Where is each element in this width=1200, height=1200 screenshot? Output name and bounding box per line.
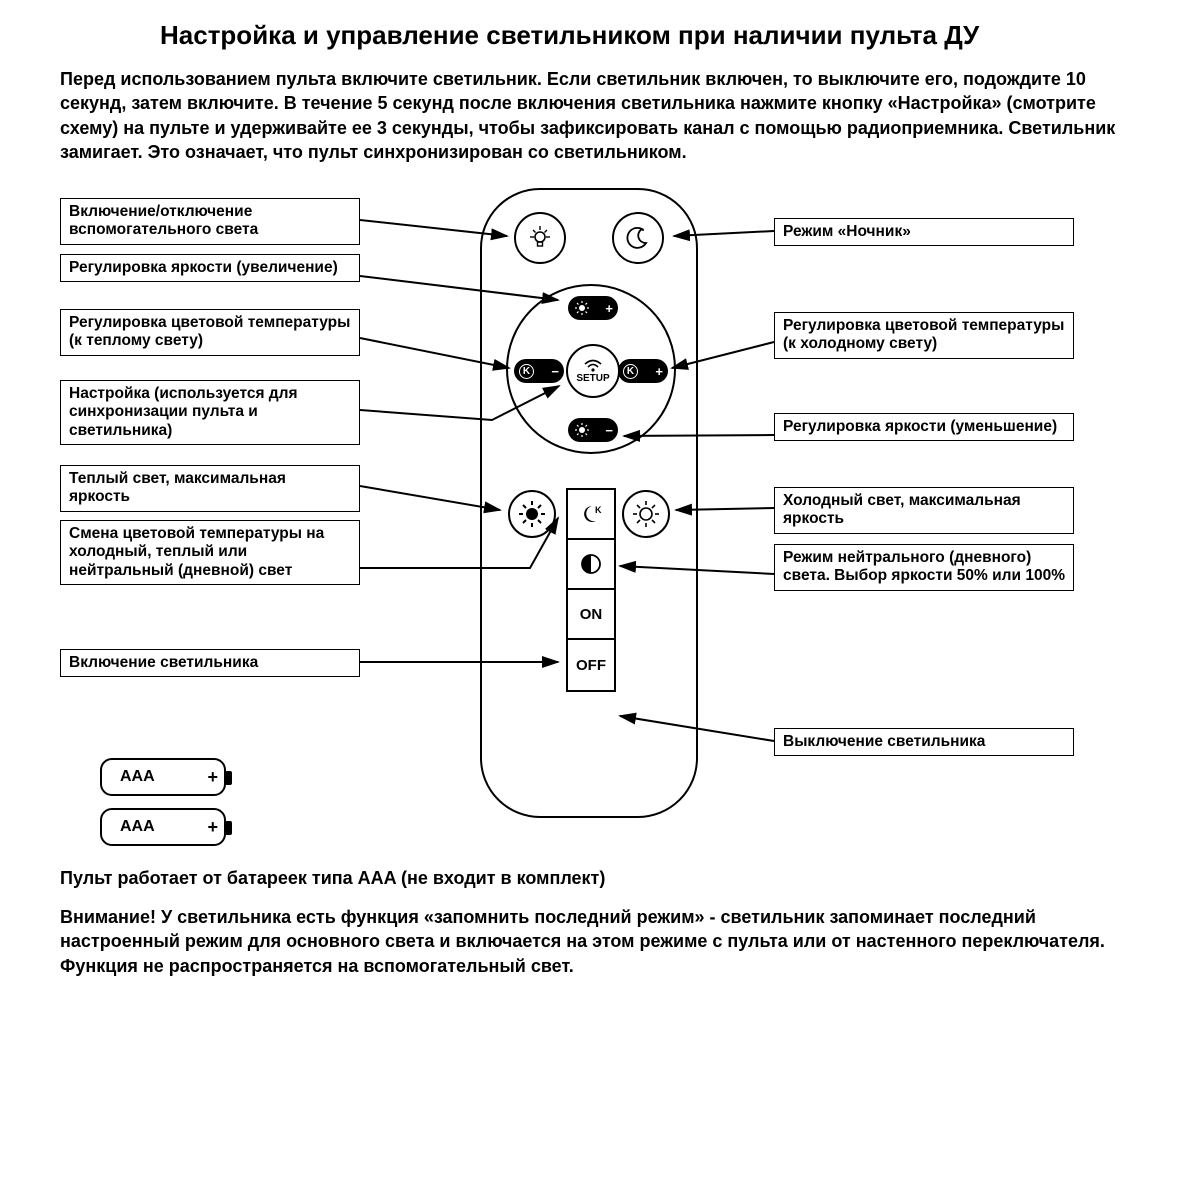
off-button[interactable]: OFF: [568, 640, 614, 690]
label-L7: Включение светильника: [60, 649, 360, 677]
dial: + − K − K +: [506, 284, 676, 454]
brightness-up-button[interactable]: +: [568, 296, 618, 320]
wifi-icon: [583, 359, 603, 373]
battery-plus: +: [207, 767, 218, 788]
battery-1: AAA +: [100, 758, 226, 796]
label-L3: Регулировка цветовой температуры (к тепл…: [60, 309, 360, 356]
on-button[interactable]: ON: [568, 590, 614, 640]
label-L6: Смена цветовой температуры на холодный, …: [60, 520, 360, 585]
warm-max-button[interactable]: [508, 490, 556, 538]
label-L4: Настройка (используется для синхронизаци…: [60, 380, 360, 445]
attention-note: Внимание! У светильника есть функция «за…: [60, 905, 1140, 978]
label-R2: Регулировка цветовой температуры (к холо…: [774, 312, 1074, 359]
intro-paragraph: Перед использованием пульта включите све…: [60, 67, 1140, 164]
night-mode-button[interactable]: [612, 212, 664, 264]
label-R3: Регулировка яркости (уменьшение): [774, 413, 1074, 441]
k-icon: K: [623, 364, 638, 379]
battery-plus: +: [207, 817, 218, 838]
brightness-down-button[interactable]: −: [568, 418, 618, 442]
minus-label: −: [605, 423, 613, 438]
warm-sun-icon: [516, 498, 548, 530]
k-icon: K: [519, 364, 534, 379]
k-moon-icon: K: [578, 501, 604, 527]
battery-type: AAA: [120, 768, 155, 786]
bulb-icon: [524, 222, 556, 254]
label-L1: Включение/отключение вспомогательного св…: [60, 198, 360, 245]
label-L2: Регулировка яркости (увеличение): [60, 254, 360, 282]
remote-diagram: Включение/отключение вспомогательного св…: [60, 188, 1140, 868]
label-R6: Выключение светильника: [774, 728, 1074, 756]
battery-2: AAA +: [100, 808, 226, 846]
label-R1: Режим «Ночник»: [774, 218, 1074, 246]
label-L5: Теплый свет, максимальная яркость: [60, 465, 360, 512]
setup-button[interactable]: SETUP: [566, 344, 620, 398]
color-cycle-button[interactable]: K: [568, 490, 614, 540]
battery-type: AAA: [120, 818, 155, 836]
color-temp-cold-button[interactable]: K +: [618, 359, 668, 383]
moon-icon: [625, 225, 651, 251]
page-title: Настройка и управление светильником при …: [160, 20, 1140, 51]
aux-light-button[interactable]: [514, 212, 566, 264]
half-circle-icon: [579, 552, 603, 576]
cold-max-button[interactable]: [622, 490, 670, 538]
cold-sun-icon: [630, 498, 662, 530]
neutral-mode-button[interactable]: [568, 540, 614, 590]
plus-label: +: [605, 301, 613, 316]
button-column: K ON OFF: [566, 488, 616, 692]
label-R5: Режим нейтрального (дневного) света. Выб…: [774, 544, 1074, 591]
sun-icon: [574, 422, 590, 438]
color-temp-warm-button[interactable]: K −: [514, 359, 564, 383]
label-R4: Холодный свет, максимальная яркость: [774, 487, 1074, 534]
remote-body: + − K − K +: [480, 188, 698, 818]
sun-icon: [574, 300, 590, 316]
plus-label: +: [655, 364, 663, 379]
svg-text:K: K: [595, 505, 602, 515]
setup-label: SETUP: [576, 373, 609, 384]
battery-note: Пульт работает от батареек типа AAA (не …: [60, 868, 1140, 889]
minus-label: −: [551, 364, 559, 379]
